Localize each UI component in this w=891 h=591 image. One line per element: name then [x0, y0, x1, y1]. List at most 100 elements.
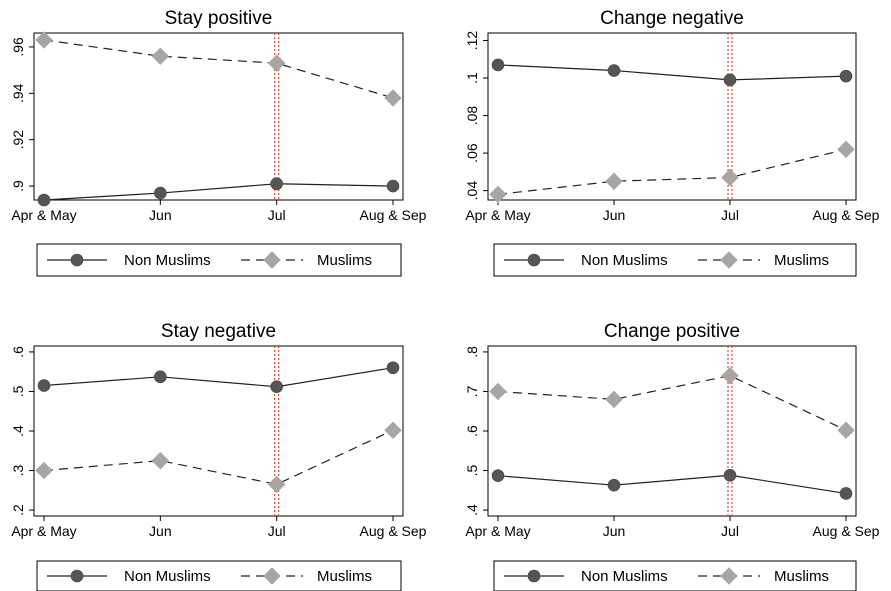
- data-point-muslims: [267, 54, 286, 72]
- legend-marker-non-muslims: [527, 569, 541, 583]
- legend-marker-muslims: [720, 251, 738, 269]
- data-point-muslims: [384, 89, 402, 107]
- data-point-muslims: [384, 421, 402, 439]
- x-tick-label: Jul: [268, 523, 286, 539]
- data-point-non-muslims: [386, 179, 400, 193]
- plot-area-frame: [33, 345, 404, 517]
- x-tick-label: Jul: [268, 207, 286, 223]
- x-tick-label: Aug & Sep: [360, 207, 427, 223]
- data-point-muslims: [721, 168, 739, 187]
- series-line-non-muslims: [497, 64, 847, 81]
- plot-area-frame: [487, 345, 857, 517]
- x-tick-label: Apr & May: [465, 207, 530, 223]
- y-tick-label: .92: [10, 130, 26, 150]
- data-point-muslims: [605, 390, 623, 409]
- data-point-non-muslims: [723, 73, 737, 87]
- x-tick-label: Jun: [603, 207, 626, 223]
- y-tick-label: .4: [10, 425, 26, 437]
- x-tick-label: Aug & Sep: [813, 523, 880, 539]
- y-tick-label: .04: [464, 181, 480, 201]
- data-point-non-muslims: [839, 69, 853, 83]
- series-line-non-muslims: [43, 367, 394, 388]
- y-tick-label: .2: [10, 504, 26, 516]
- x-tick-label: Apr & May: [11, 207, 76, 223]
- data-point-muslims: [151, 47, 170, 65]
- data-point-muslims: [267, 475, 286, 494]
- x-tick-label: Aug & Sep: [813, 207, 880, 223]
- legend: Non Muslims Muslims: [36, 560, 402, 591]
- panel-title: Stay positive: [165, 8, 273, 29]
- panel-title: Stay negative: [161, 321, 276, 342]
- data-point-non-muslims: [386, 361, 400, 375]
- y-tick-label: .6: [10, 346, 26, 358]
- data-point-non-muslims: [491, 469, 505, 482]
- data-point-muslims: [605, 172, 623, 190]
- data-point-non-muslims: [491, 58, 505, 72]
- data-point-muslims: [489, 185, 507, 204]
- data-point-non-muslims: [37, 193, 51, 207]
- data-point-muslims: [489, 382, 507, 401]
- data-point-muslims: [35, 461, 53, 480]
- x-tick-label: Jul: [721, 207, 739, 223]
- legend-marker-muslims: [263, 251, 281, 269]
- data-point-muslims: [837, 421, 855, 439]
- y-tick-label: .96: [10, 37, 26, 57]
- series-line-muslims: [43, 39, 394, 99]
- x-tick-label: Jun: [149, 523, 172, 539]
- data-point-non-muslims: [723, 468, 737, 482]
- y-tick-label: .94: [10, 83, 26, 103]
- data-point-non-muslims: [607, 64, 621, 77]
- x-tick-label: Jul: [721, 523, 739, 539]
- series-line-muslims: [43, 429, 394, 485]
- y-tick-label: .06: [464, 143, 480, 163]
- legend-label-muslims: Muslims: [774, 568, 829, 585]
- data-point-non-muslims: [154, 370, 167, 384]
- plot-area-frame: [487, 32, 857, 201]
- y-tick-label: .7: [464, 385, 480, 397]
- series-line-muslims: [497, 375, 847, 431]
- data-point-non-muslims: [37, 379, 51, 392]
- legend-marker-non-muslims: [70, 569, 84, 583]
- series-line-non-muslims: [43, 183, 394, 201]
- y-tick-label: .4: [464, 504, 480, 516]
- data-point-muslims: [721, 366, 739, 385]
- y-tick-label: .5: [464, 464, 480, 476]
- data-point-non-muslims: [607, 478, 621, 492]
- panel-title: Change positive: [604, 321, 740, 342]
- legend-marker-non-muslims: [527, 253, 541, 267]
- legend-label-non-muslims: Non Muslims: [124, 568, 211, 585]
- y-tick-label: .6: [464, 425, 480, 437]
- legend: Non Muslims Muslims: [36, 243, 402, 277]
- data-point-non-muslims: [270, 177, 283, 191]
- data-point-muslims: [837, 140, 855, 159]
- data-point-non-muslims: [839, 487, 853, 500]
- data-point-non-muslims: [154, 186, 167, 200]
- panel-change-negative: Change negative Apr & May Jun Jul Aug & Sep.…: [464, 8, 880, 277]
- plot-area-frame: [33, 32, 404, 201]
- y-tick-label: .9: [10, 180, 26, 192]
- y-tick-label: .08: [464, 106, 480, 126]
- x-tick-label: Apr & May: [465, 523, 530, 539]
- legend: Non Muslims Muslims: [493, 243, 857, 277]
- legend-label-non-muslims: Non Muslims: [581, 252, 668, 269]
- x-tick-label: Apr & May: [11, 523, 76, 539]
- panel-change-positive: Change positive Apr & May Jun Jul Aug & Sep.…: [464, 321, 880, 591]
- x-tick-label: Aug & Sep: [360, 523, 427, 539]
- data-point-muslims: [151, 451, 170, 470]
- legend-label-non-muslims: Non Muslims: [124, 252, 211, 269]
- legend-marker-muslims: [720, 567, 738, 585]
- legend-label-muslims: Muslims: [774, 252, 829, 269]
- y-tick-label: .1: [464, 72, 480, 84]
- x-tick-label: Jun: [603, 523, 626, 539]
- y-tick-label: .3: [10, 464, 26, 476]
- y-tick-label: .8: [464, 346, 480, 358]
- legend: Non Muslims Muslims: [493, 560, 857, 591]
- data-point-non-muslims: [270, 380, 283, 394]
- panel-stay-positive: Stay positive Apr & May Jun Jul Aug & Sep .9.…: [10, 8, 427, 277]
- legend-label-non-muslims: Non Muslims: [581, 568, 668, 585]
- legend-marker-non-muslims: [70, 253, 84, 267]
- legend-marker-muslims: [263, 567, 281, 585]
- legend-label-muslims: Muslims: [317, 252, 372, 269]
- x-tick-label: Jun: [149, 207, 172, 223]
